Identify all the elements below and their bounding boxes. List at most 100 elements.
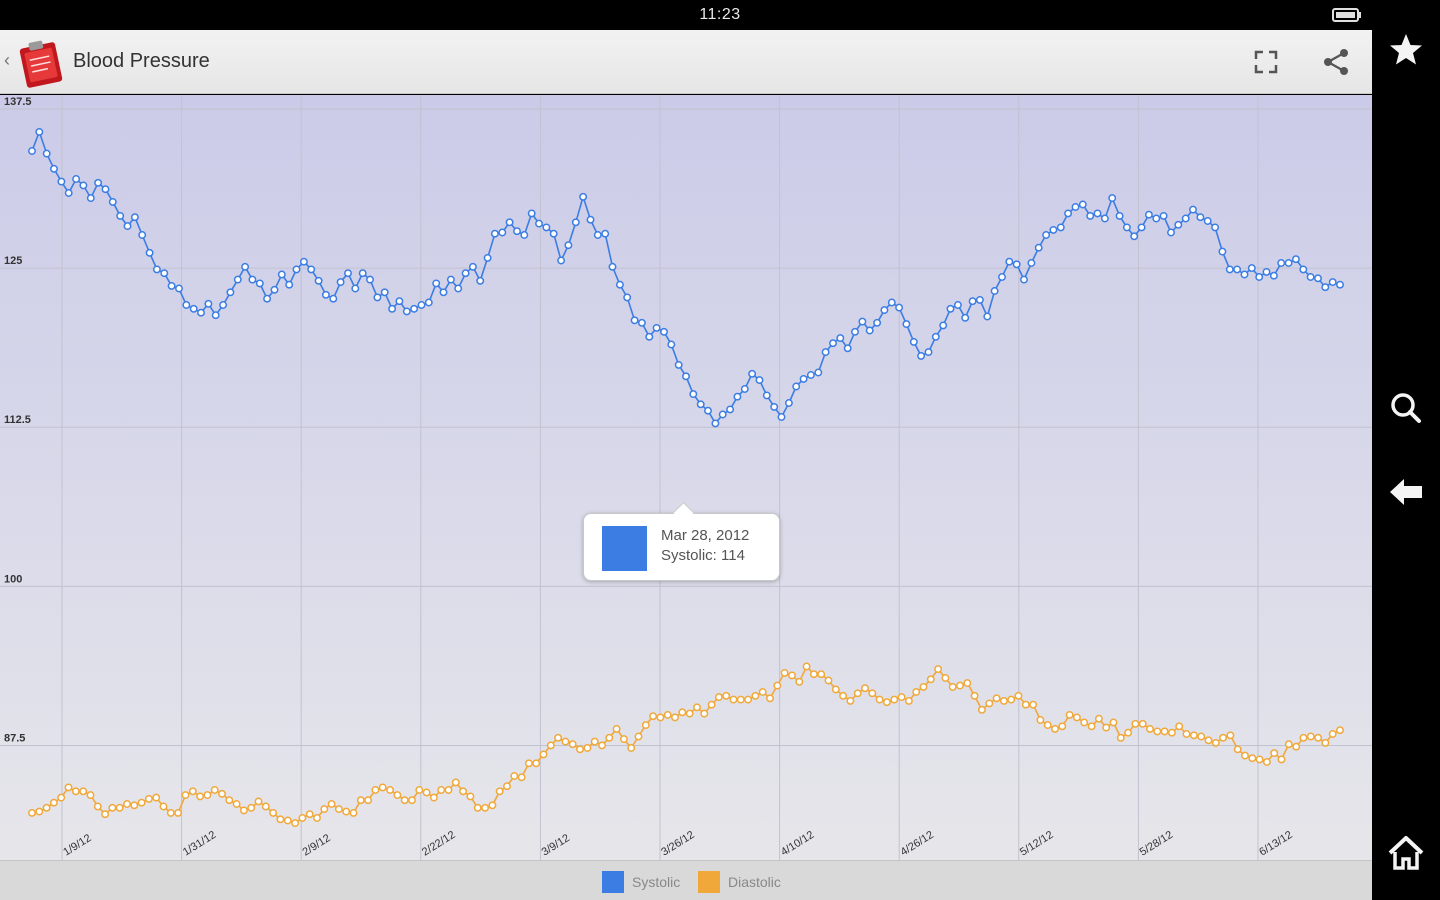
diastolic-data-point[interactable]	[839, 691, 848, 700]
diastolic-data-point[interactable]	[985, 699, 994, 708]
diastolic-data-point[interactable]	[152, 793, 161, 802]
diastolic-data-point[interactable]	[123, 800, 131, 808]
systolic-data-point[interactable]	[270, 285, 279, 294]
systolic-data-point[interactable]	[1152, 214, 1161, 223]
systolic-data-point[interactable]	[402, 307, 411, 316]
systolic-data-point[interactable]	[535, 219, 543, 228]
diastolic-data-point[interactable]	[86, 791, 95, 800]
diastolic-data-point[interactable]	[970, 691, 979, 700]
diastolic-data-point[interactable]	[693, 703, 701, 712]
systolic-data-point[interactable]	[652, 323, 661, 332]
diastolic-data-point[interactable]	[700, 709, 709, 718]
systolic-data-point[interactable]	[527, 209, 536, 218]
diastolic-data-point[interactable]	[1036, 716, 1045, 724]
systolic-data-point[interactable]	[1012, 260, 1021, 269]
diastolic-data-point[interactable]	[451, 778, 460, 787]
systolic-data-point[interactable]	[902, 320, 911, 329]
diastolic-data-point[interactable]	[269, 808, 278, 817]
systolic-data-point[interactable]	[593, 231, 602, 239]
diastolic-data-point[interactable]	[93, 802, 102, 811]
diastolic-data-point[interactable]	[1189, 731, 1198, 740]
systolic-data-point[interactable]	[1144, 210, 1153, 219]
diastolic-data-point[interactable]	[1182, 730, 1191, 738]
diastolic-data-point[interactable]	[824, 676, 833, 685]
diastolic-data-point[interactable]	[1131, 719, 1140, 728]
systolic-data-point[interactable]	[917, 351, 926, 360]
diastolic-data-point[interactable]	[875, 695, 884, 704]
systolic-data-point[interactable]	[292, 265, 301, 274]
systolic-data-point[interactable]	[160, 269, 169, 278]
systolic-data-point[interactable]	[983, 312, 992, 321]
diastolic-data-point[interactable]	[809, 670, 818, 679]
diastolic-data-point[interactable]	[861, 684, 869, 693]
systolic-data-point[interactable]	[821, 348, 830, 357]
diastolic-data-point[interactable]	[780, 668, 789, 677]
diastolic-data-point[interactable]	[429, 793, 438, 802]
diastolic-data-point[interactable]	[1146, 724, 1154, 733]
systolic-data-point[interactable]	[1078, 200, 1087, 209]
systolic-data-point[interactable]	[321, 290, 330, 299]
diastolic-data-point[interactable]	[912, 688, 921, 696]
systolic-data-point[interactable]	[50, 164, 58, 173]
diastolic-data-point[interactable]	[882, 698, 891, 707]
diastolic-data-point[interactable]	[291, 819, 300, 828]
systolic-data-point[interactable]	[1122, 223, 1131, 232]
systolic-data-point[interactable]	[968, 297, 977, 306]
diastolic-data-point[interactable]	[707, 700, 716, 709]
systolic-data-point[interactable]	[711, 419, 720, 428]
diastolic-data-point[interactable]	[1116, 733, 1125, 742]
systolic-data-point[interactable]	[72, 175, 81, 183]
diastolic-data-point[interactable]	[853, 689, 862, 698]
systolic-data-point[interactable]	[777, 413, 786, 421]
systolic-data-point[interactable]	[248, 275, 257, 284]
systolic-data-point[interactable]	[1225, 265, 1234, 274]
systolic-data-point[interactable]	[1130, 232, 1139, 241]
diastolic-data-point[interactable]	[831, 685, 840, 694]
systolic-data-point[interactable]	[674, 360, 683, 369]
diastolic-data-point[interactable]	[1087, 722, 1096, 731]
diastolic-data-point[interactable]	[144, 794, 153, 803]
systolic-data-point[interactable]	[314, 276, 323, 285]
systolic-data-point[interactable]	[806, 371, 815, 379]
systolic-data-point[interactable]	[1299, 265, 1308, 274]
systolic-data-point[interactable]	[468, 262, 477, 271]
diastolic-data-point[interactable]	[1219, 733, 1228, 742]
systolic-data-point[interactable]	[637, 318, 646, 327]
systolic-data-point[interactable]	[1174, 220, 1183, 229]
diastolic-data-point[interactable]	[1153, 727, 1162, 736]
diastolic-data-point[interactable]	[386, 786, 395, 794]
diastolic-data-point[interactable]	[408, 796, 416, 805]
systolic-data-point[interactable]	[542, 223, 551, 232]
diastolic-data-point[interactable]	[313, 814, 321, 822]
diastolic-data-point[interactable]	[247, 803, 256, 812]
diastolic-data-point[interactable]	[57, 793, 66, 802]
diastolic-data-point[interactable]	[466, 792, 475, 801]
diastolic-data-point[interactable]	[1292, 742, 1301, 751]
systolic-data-point[interactable]	[424, 298, 433, 307]
diastolic-data-point[interactable]	[1284, 740, 1293, 749]
diastolic-data-point[interactable]	[327, 800, 336, 808]
systolic-data-point[interactable]	[299, 257, 308, 266]
diastolic-data-point[interactable]	[1314, 733, 1323, 742]
systolic-data-point[interactable]	[344, 269, 352, 278]
diastolic-data-point[interactable]	[473, 803, 482, 812]
diastolic-data-point[interactable]	[590, 737, 599, 746]
systolic-data-point[interactable]	[1108, 194, 1117, 203]
diastolic-data-point[interactable]	[649, 712, 658, 721]
diastolic-data-point[interactable]	[524, 759, 533, 768]
systolic-data-point[interactable]	[483, 253, 492, 262]
systolic-data-point[interactable]	[733, 392, 742, 401]
systolic-data-point[interactable]	[1269, 271, 1278, 280]
diastolic-data-point[interactable]	[627, 744, 636, 752]
systolic-data-point[interactable]	[1240, 270, 1249, 279]
diastolic-data-point[interactable]	[35, 807, 44, 816]
diastolic-data-point[interactable]	[210, 786, 219, 794]
systolic-data-point[interactable]	[564, 241, 573, 250]
systolic-data-point[interactable]	[953, 301, 962, 309]
diastolic-data-point[interactable]	[992, 694, 1001, 703]
diastolic-data-point[interactable]	[904, 696, 913, 705]
systolic-data-point[interactable]	[152, 265, 161, 274]
diastolic-data-point[interactable]	[678, 708, 687, 717]
diastolic-data-point[interactable]	[948, 682, 957, 691]
diastolic-data-point[interactable]	[795, 677, 804, 686]
